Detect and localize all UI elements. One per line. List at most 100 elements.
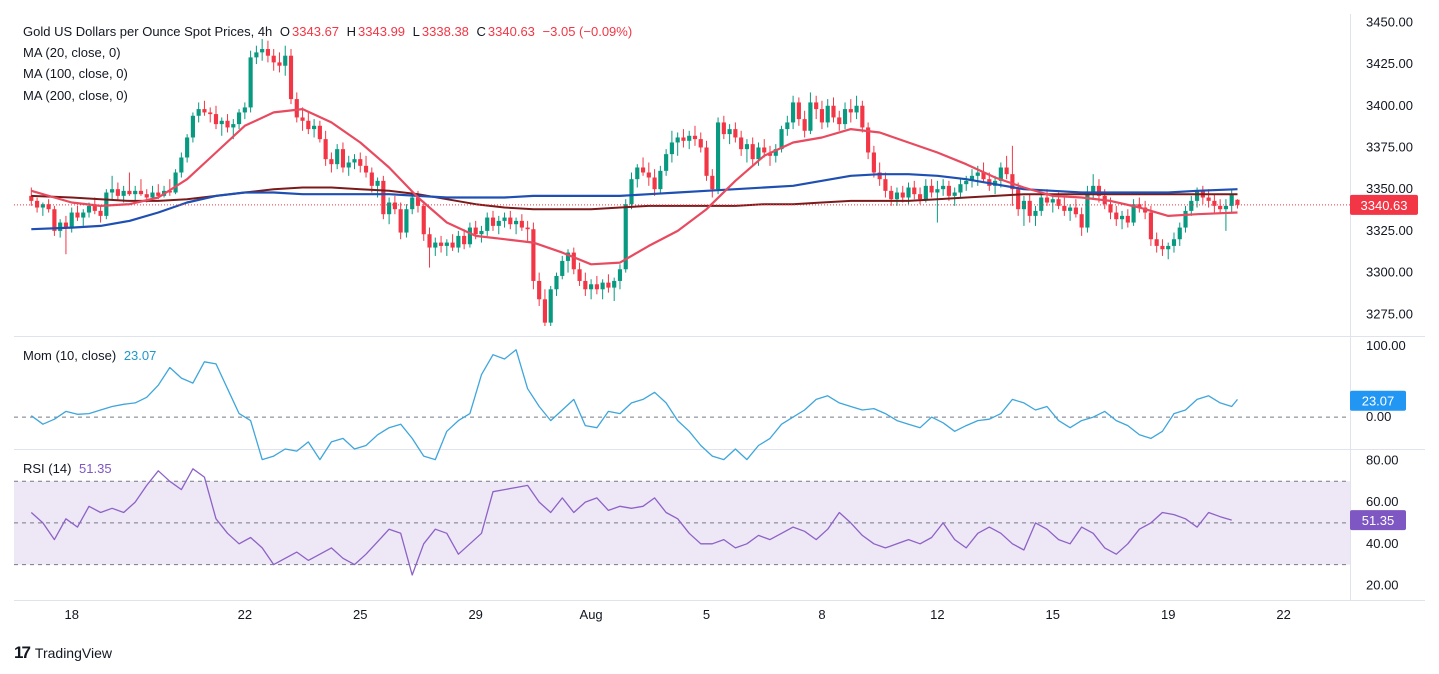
candle-body	[1189, 200, 1194, 211]
candle-body	[640, 167, 646, 173]
tradingview-logo-text: TradingView	[34, 645, 112, 661]
candle-body	[623, 204, 628, 270]
candle-body	[762, 147, 767, 153]
candle-body	[496, 220, 501, 226]
candle-body	[283, 55, 288, 66]
x-tick-label: 12	[930, 607, 944, 622]
candle-body	[52, 209, 57, 231]
candle-body	[1194, 190, 1200, 201]
candle-body	[35, 200, 40, 208]
ma200-legend[interactable]: MA (200, close, 0)	[23, 88, 128, 103]
candle-body	[86, 205, 92, 213]
tradingview-logo-icon: 17	[14, 643, 31, 662]
candle-body	[375, 180, 380, 186]
rsi-legend[interactable]: RSI (14) 51.35	[23, 461, 116, 476]
candle-body	[467, 227, 472, 245]
candle-body	[1056, 199, 1061, 206]
candle-body	[46, 204, 51, 210]
momentum-value: 23.07	[123, 348, 157, 363]
candle-body	[213, 114, 219, 125]
candle-body	[606, 282, 611, 288]
candle-body	[421, 205, 426, 235]
candle-body	[531, 229, 536, 281]
candle-body	[410, 197, 415, 210]
rsi-line	[30, 468, 1232, 576]
candle-body	[819, 109, 825, 123]
x-tick-label: 18	[64, 607, 78, 622]
rsi-y-tick-label: 80.00	[1366, 452, 1399, 467]
price-y-tick-label: 3275.00	[1366, 306, 1413, 321]
candle-body	[1206, 197, 1211, 201]
candle-body	[248, 57, 253, 108]
momentum-badge-label: 23.07	[1362, 394, 1395, 409]
candle-body	[277, 62, 282, 66]
rsi-y-tick-label: 20.00	[1366, 577, 1399, 592]
candle-body	[63, 222, 69, 228]
candle-body	[1033, 210, 1038, 216]
last-price-label: 3340.63	[1361, 198, 1408, 213]
candle-body	[1212, 200, 1217, 206]
candle-body	[208, 112, 213, 115]
ma20-legend[interactable]: MA (20, close, 0)	[23, 45, 121, 60]
rsi-panel[interactable]	[14, 468, 1350, 576]
candle-body	[323, 139, 328, 160]
candle-body	[721, 122, 726, 135]
candle-body	[952, 192, 957, 196]
candle-body	[352, 159, 357, 163]
candle-body	[1062, 205, 1067, 211]
candle-body	[692, 135, 698, 140]
tradingview-logo[interactable]: 17 TradingView	[14, 643, 112, 663]
momentum-y-tick-label: 100.00	[1366, 338, 1406, 353]
candle-body	[179, 157, 184, 173]
candle-body	[750, 144, 755, 160]
momentum-panel[interactable]	[14, 349, 1350, 461]
candle-body	[1177, 227, 1182, 240]
candle-body	[1154, 239, 1159, 246]
candle-body	[796, 102, 801, 120]
candle-body	[837, 117, 842, 125]
candle-body	[548, 289, 553, 323]
candle-body	[519, 220, 524, 228]
candle-body	[1079, 214, 1084, 228]
candle-body	[127, 190, 132, 195]
candle-body	[652, 177, 657, 190]
rsi-y-tick-label: 40.00	[1366, 536, 1399, 551]
last-price-badge	[1350, 194, 1418, 215]
rsi-value: 51.35	[79, 461, 112, 476]
price-legend: Gold US Dollars per Ounce Spot Prices, 4…	[23, 24, 636, 39]
candle-body	[387, 202, 392, 215]
candle-body	[1068, 207, 1073, 211]
candle-body	[1039, 197, 1044, 211]
candle-body	[254, 52, 259, 58]
candle-body	[669, 142, 674, 155]
candle-body	[537, 280, 542, 300]
momentum-legend[interactable]: Mom (10, close) 23.07	[23, 348, 160, 363]
candle-body	[40, 204, 45, 208]
candle-body	[658, 170, 663, 190]
ma100-legend[interactable]: MA (100, close, 0)	[23, 66, 128, 81]
candle-body	[121, 190, 126, 196]
candle-body	[392, 202, 397, 210]
candle-body	[1085, 192, 1090, 228]
candle-body	[1044, 197, 1050, 203]
ma20-line	[30, 108, 1238, 266]
candle-body	[335, 149, 340, 165]
candle-body	[1108, 204, 1113, 213]
candle-body	[756, 147, 761, 160]
candle-body	[173, 172, 178, 193]
candle-body	[1119, 215, 1125, 220]
candle-body	[571, 252, 576, 270]
candle-body	[81, 212, 86, 218]
candle-body	[156, 192, 161, 196]
candle-body	[1096, 185, 1102, 196]
candle-body	[329, 159, 334, 165]
candle-body	[381, 180, 386, 215]
candle-body	[92, 205, 97, 211]
candle-body	[802, 119, 807, 131]
candle-body	[260, 49, 265, 53]
candle-body	[958, 184, 963, 193]
price-panel[interactable]	[14, 39, 1350, 326]
candle-body	[687, 135, 692, 141]
candle-body	[427, 234, 432, 248]
candle-body	[894, 192, 900, 200]
